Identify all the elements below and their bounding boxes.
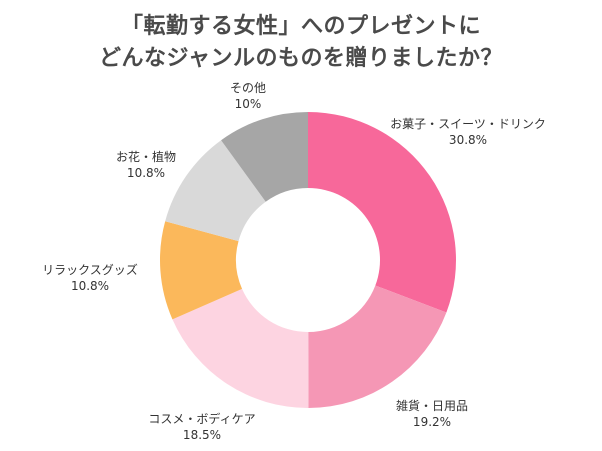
label-other: その他 10% [229,81,267,111]
label-relax: リラックスグッズ 10.8% [42,263,138,293]
donut-slice-4 [165,140,266,242]
chart-title-line-1: 「転勤する女性」へのプレゼントに [120,14,481,39]
label-cosme: コスメ・ボディケア 18.5% [148,412,256,442]
donut-slice-2 [172,288,309,408]
donut-slice-3 [159,221,243,320]
donut-slice-0 [308,112,457,313]
donut-slice-1 [308,285,447,408]
chart-title-line-2: どんなジャンルのものを贈りましたか？ [99,46,503,71]
label-sweets: お菓子・スイーツ・ドリンク 30.8% [390,117,546,147]
donut-slice-5 [221,112,308,202]
label-goods: 雑貨・日用品 19.2% [395,399,469,429]
label-flowers: お花・植物 10.8% [115,150,177,180]
